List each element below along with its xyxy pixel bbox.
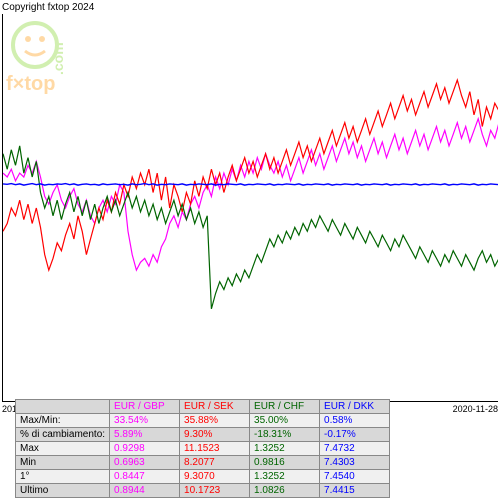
table-row-header: Max — [16, 442, 110, 456]
table-row: Ultimo0.894410.17231.08267.4415 — [16, 484, 390, 498]
table-cell: 11.1523 — [180, 442, 250, 456]
table-cell: 1.3252 — [250, 470, 320, 484]
table-cell: 10.1723 — [180, 484, 250, 498]
table-cell: 0.6963 — [110, 456, 180, 470]
table-cell: 0.9816 — [250, 456, 320, 470]
table-cell: 9.30% — [180, 428, 250, 442]
table-row: 1°0.84479.30701.32527.4540 — [16, 470, 390, 484]
table-row-header: Max/Min: — [16, 414, 110, 428]
table-column-header: EUR / SEK — [180, 400, 250, 414]
table-column-header: EUR / CHF — [250, 400, 320, 414]
table-column-header: EUR / GBP — [110, 400, 180, 414]
table-cell: 5.89% — [110, 428, 180, 442]
chart-canvas — [3, 14, 498, 401]
x-axis-end: 2020-11-28 — [453, 404, 498, 414]
table-cell: 35.88% — [180, 414, 250, 428]
table-cell: -0.17% — [320, 428, 390, 442]
table-row-header: % di cambiamento: — [16, 428, 110, 442]
series-line — [3, 184, 498, 186]
table-column-header: EUR / DKK — [320, 400, 390, 414]
table-cell: 1.0826 — [250, 484, 320, 498]
table-cell: 0.9298 — [110, 442, 180, 456]
table-row: Max/Min:33.54%35.88%35.00%0.58% — [16, 414, 390, 428]
table-cell: 0.58% — [320, 414, 390, 428]
table-cell: 33.54% — [110, 414, 180, 428]
table-cell: 8.2077 — [180, 456, 250, 470]
table-cell: 35.00% — [250, 414, 320, 428]
table-row: Max0.929811.15231.32527.4732 — [16, 442, 390, 456]
table-row-header: 1° — [16, 470, 110, 484]
table-cell: -18.31% — [250, 428, 320, 442]
table-cell: 1.3252 — [250, 442, 320, 456]
table-cell: 7.4732 — [320, 442, 390, 456]
table-cell: 7.4540 — [320, 470, 390, 484]
table-cell: 0.8447 — [110, 470, 180, 484]
summary-table: EUR / GBPEUR / SEKEUR / CHFEUR / DKKMax/… — [15, 399, 390, 498]
table-row: Min0.69638.20770.98167.4303 — [16, 456, 390, 470]
table-cell: 7.4415 — [320, 484, 390, 498]
series-line — [3, 119, 498, 270]
table-cell: 0.8944 — [110, 484, 180, 498]
series-line — [3, 80, 498, 270]
copyright-text: Copyright fxtop 2024 — [2, 2, 94, 13]
table-row-header: Ultimo — [16, 484, 110, 498]
table-corner — [16, 400, 110, 414]
line-chart — [2, 14, 498, 402]
table-cell: 9.3070 — [180, 470, 250, 484]
table-row-header: Min — [16, 456, 110, 470]
table-cell: 7.4303 — [320, 456, 390, 470]
table-row: % di cambiamento:5.89%9.30%-18.31%-0.17% — [16, 428, 390, 442]
